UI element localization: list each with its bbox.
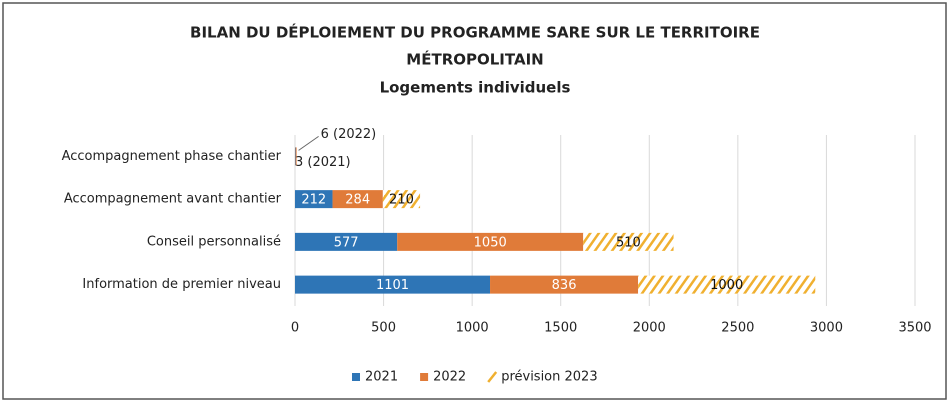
x-tick-label: 2500 [721, 321, 754, 336]
chart-subtitle: Logements individuels [380, 79, 571, 97]
x-tick-label: 3000 [810, 321, 843, 336]
bar-segment [295, 232, 398, 251]
legend-swatch [487, 371, 498, 383]
chart-title: BILAN DU DÉPLOIEMENT DU PROGRAMME SARE S… [190, 23, 760, 42]
bar-segment [638, 275, 816, 294]
data-label: 3 (2021) [295, 155, 351, 170]
bar-segment [295, 275, 491, 294]
data-label: 284 [345, 193, 370, 208]
y-tick-label: Conseil personnalisé [147, 234, 281, 249]
data-label: 577 [334, 235, 359, 250]
legend-label: 2022 [433, 370, 466, 385]
bar-segment [295, 147, 296, 166]
x-tick-label: 2000 [633, 321, 666, 336]
x-tick-label: 0 [291, 321, 299, 336]
bar-segment [583, 232, 674, 251]
legend-swatch [352, 373, 360, 381]
bar-segment [295, 147, 297, 166]
data-label: 510 [616, 235, 641, 250]
x-tick-label: 500 [371, 321, 396, 336]
y-tick-label: Accompagnement phase chantier [62, 149, 282, 164]
x-tick-label: 1000 [456, 321, 489, 336]
leader-line [298, 135, 319, 151]
bar-segment [382, 190, 421, 209]
x-tick-label: 3500 [898, 321, 931, 336]
y-tick-label: Accompagnement avant chantier [64, 192, 282, 207]
chart-border [2, 2, 947, 400]
x-tick-label: 1500 [544, 321, 577, 336]
data-label: 1101 [376, 278, 409, 293]
bar-segment [397, 232, 584, 251]
data-label: 212 [301, 193, 326, 208]
chart-title: MÉTROPOLITAIN [406, 50, 543, 69]
legend-label: prévision 2023 [501, 370, 597, 385]
data-label: 1000 [710, 278, 743, 293]
data-label: 836 [552, 278, 577, 293]
data-label: 1050 [474, 235, 507, 250]
bar-segment [295, 190, 333, 209]
data-label: 210 [389, 193, 414, 208]
bar-segment [332, 190, 383, 209]
data-label: 6 (2022) [321, 127, 377, 142]
bar-segment [490, 275, 639, 294]
legend-swatch [420, 373, 429, 381]
legend-label: 2021 [365, 370, 398, 385]
y-tick-label: Information de premier niveau [82, 277, 281, 292]
